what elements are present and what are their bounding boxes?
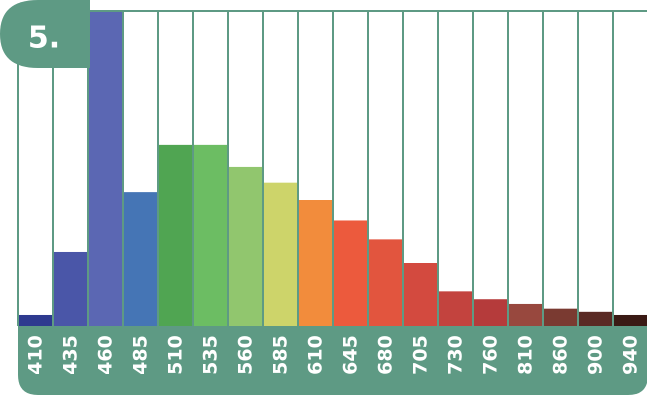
tick-label-860: 860 (550, 335, 572, 375)
bar-730 (438, 291, 473, 326)
tick-band-shape (18, 326, 647, 395)
tick-label-535: 535 (200, 335, 222, 375)
tick-label-585: 585 (270, 335, 292, 375)
bar-680 (368, 239, 403, 326)
tick-band (18, 326, 647, 395)
tick-label-410: 410 (25, 335, 47, 375)
bar-585 (263, 182, 298, 326)
bar-900 (578, 311, 613, 326)
tick-label-645: 645 (340, 335, 362, 375)
tick-label-485: 485 (130, 335, 152, 375)
bar-940 (613, 314, 647, 326)
bar-535 (193, 144, 228, 326)
bars-layer (18, 11, 647, 326)
bar-810 (508, 303, 543, 326)
tick-label-730: 730 (445, 335, 467, 375)
tick-label-680: 680 (375, 335, 397, 375)
bar-760 (473, 299, 508, 326)
bar-560 (228, 166, 263, 326)
tick-label-510: 510 (165, 335, 187, 375)
bar-485 (123, 192, 158, 326)
bar-860 (543, 308, 578, 326)
tick-label-435: 435 (60, 335, 82, 375)
bar-645 (333, 220, 368, 326)
bar-435 (53, 251, 88, 326)
tick-labels: 410 435 460 485 510 535 560 585 610 645 680 705 730 7… (25, 335, 642, 375)
bar-610 (298, 200, 333, 326)
tick-label-705: 705 (410, 335, 432, 375)
tick-label-900: 900 (585, 335, 607, 375)
tick-label-460: 460 (95, 335, 117, 375)
tick-label-810: 810 (515, 335, 537, 375)
badge-label: 5. (28, 21, 60, 56)
bar-410 (18, 314, 53, 326)
bar-510 (158, 144, 193, 326)
step-badge: 5. (0, 0, 90, 68)
tick-label-610: 610 (305, 335, 327, 375)
tick-label-940: 940 (620, 335, 642, 375)
badge-shape (0, 0, 90, 68)
bar-705 (403, 263, 438, 326)
tick-label-560: 560 (235, 335, 257, 375)
tick-label-760: 760 (480, 335, 502, 375)
bar-460 (88, 11, 123, 326)
